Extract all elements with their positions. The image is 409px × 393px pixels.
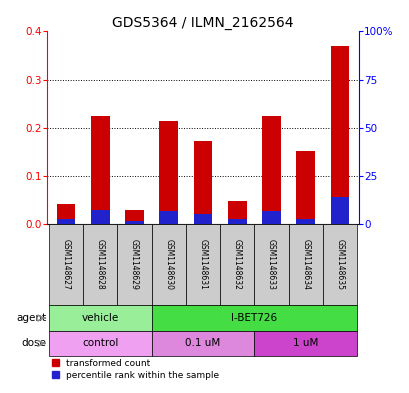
Text: vehicle: vehicle <box>81 313 119 323</box>
Bar <box>254 224 288 305</box>
Bar <box>193 141 212 224</box>
Bar <box>151 331 254 356</box>
Bar <box>125 209 144 224</box>
Bar <box>330 196 348 224</box>
Bar <box>49 331 151 356</box>
Bar <box>56 204 75 224</box>
Text: GSM1148634: GSM1148634 <box>301 239 310 290</box>
Bar <box>56 219 75 224</box>
Text: GSM1148633: GSM1148633 <box>266 239 275 290</box>
Bar <box>49 224 83 305</box>
Bar <box>83 224 117 305</box>
Bar <box>288 224 322 305</box>
Bar <box>151 224 185 305</box>
Bar <box>261 116 280 224</box>
Bar <box>151 305 356 331</box>
Bar <box>125 220 144 224</box>
Bar <box>193 215 212 224</box>
Title: GDS5364 / ILMN_2162564: GDS5364 / ILMN_2162564 <box>112 17 293 30</box>
Bar <box>254 331 356 356</box>
Text: I-BET726: I-BET726 <box>231 313 277 323</box>
Bar <box>330 46 348 224</box>
Bar <box>90 209 109 224</box>
Text: control: control <box>82 338 118 348</box>
Text: 0.1 uM: 0.1 uM <box>185 338 220 348</box>
Bar <box>296 219 315 224</box>
Text: agent: agent <box>16 313 46 323</box>
Text: GSM1148631: GSM1148631 <box>198 239 207 290</box>
Text: dose: dose <box>21 338 46 348</box>
Text: GSM1148629: GSM1148629 <box>130 239 139 290</box>
Text: GSM1148630: GSM1148630 <box>164 239 173 290</box>
Text: 1 uM: 1 uM <box>292 338 317 348</box>
Bar <box>220 224 254 305</box>
Bar <box>261 211 280 224</box>
Bar <box>322 224 356 305</box>
Bar <box>117 224 151 305</box>
Legend: transformed count, percentile rank within the sample: transformed count, percentile rank withi… <box>52 359 219 380</box>
Bar <box>159 121 178 224</box>
Bar <box>185 224 220 305</box>
Text: GSM1148632: GSM1148632 <box>232 239 241 290</box>
Bar <box>159 211 178 224</box>
Bar <box>227 219 246 224</box>
Text: GSM1148628: GSM1148628 <box>95 239 104 290</box>
Bar <box>227 201 246 224</box>
Text: GSM1148627: GSM1148627 <box>61 239 70 290</box>
Bar <box>49 305 151 331</box>
Text: GSM1148635: GSM1148635 <box>335 239 344 290</box>
Bar <box>90 116 109 224</box>
Bar <box>296 151 315 224</box>
